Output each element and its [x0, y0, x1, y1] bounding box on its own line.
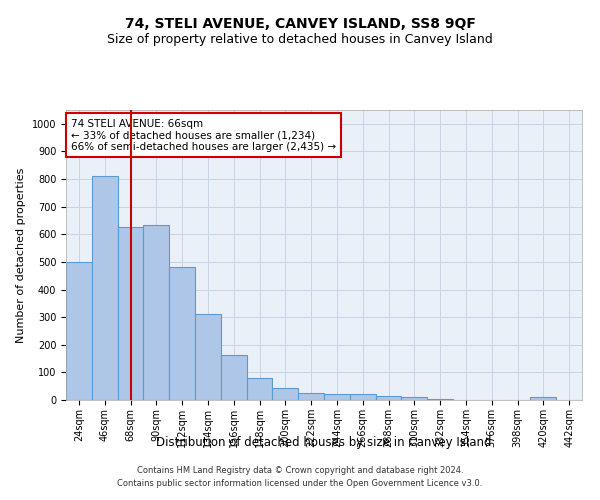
- Bar: [376, 396, 401, 400]
- Bar: [118, 228, 143, 400]
- Bar: [195, 314, 221, 400]
- Bar: [324, 394, 350, 400]
- Bar: [92, 176, 118, 400]
- Bar: [272, 388, 298, 400]
- Text: 74, STELI AVENUE, CANVEY ISLAND, SS8 9QF: 74, STELI AVENUE, CANVEY ISLAND, SS8 9QF: [125, 18, 475, 32]
- Bar: [221, 356, 247, 400]
- Bar: [401, 397, 427, 400]
- Y-axis label: Number of detached properties: Number of detached properties: [16, 168, 26, 342]
- Text: Size of property relative to detached houses in Canvey Island: Size of property relative to detached ho…: [107, 32, 493, 46]
- Bar: [530, 397, 556, 400]
- Text: Distribution of detached houses by size in Canvey Island: Distribution of detached houses by size …: [156, 436, 492, 449]
- Bar: [66, 262, 92, 400]
- Text: 74 STELI AVENUE: 66sqm
← 33% of detached houses are smaller (1,234)
66% of semi-: 74 STELI AVENUE: 66sqm ← 33% of detached…: [71, 118, 336, 152]
- Bar: [427, 398, 453, 400]
- Bar: [247, 378, 272, 400]
- Bar: [169, 266, 195, 400]
- Bar: [350, 394, 376, 400]
- Bar: [143, 224, 169, 400]
- Bar: [298, 393, 324, 400]
- Text: Contains HM Land Registry data © Crown copyright and database right 2024.
Contai: Contains HM Land Registry data © Crown c…: [118, 466, 482, 487]
